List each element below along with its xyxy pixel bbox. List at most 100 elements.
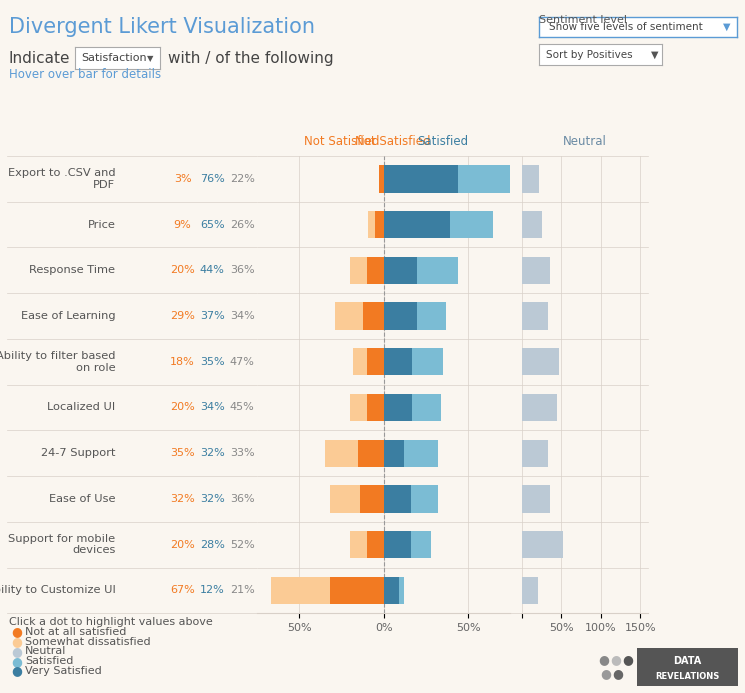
Bar xyxy=(329,485,360,513)
Text: 52%: 52% xyxy=(229,540,255,550)
Bar xyxy=(350,531,367,559)
Bar xyxy=(522,439,548,467)
Text: Very Satisfied: Very Satisfied xyxy=(25,666,102,676)
Text: Price: Price xyxy=(88,220,115,229)
Bar xyxy=(449,211,493,238)
Bar xyxy=(384,394,413,421)
Bar xyxy=(410,531,431,559)
Text: 20%: 20% xyxy=(170,403,195,412)
Bar xyxy=(522,394,557,421)
Text: 34%: 34% xyxy=(200,403,225,412)
Bar xyxy=(367,256,384,284)
Bar xyxy=(417,302,446,330)
Text: Sentiment level: Sentiment level xyxy=(539,15,627,25)
Text: 47%: 47% xyxy=(229,357,255,367)
Text: Show five levels of sentiment: Show five levels of sentiment xyxy=(549,22,703,32)
Text: ▼: ▼ xyxy=(147,54,153,62)
Text: Divergent Likert Visualization: Divergent Likert Visualization xyxy=(9,17,315,37)
Text: with / of the following: with / of the following xyxy=(168,51,334,66)
Bar xyxy=(399,577,404,604)
Text: 45%: 45% xyxy=(229,403,255,412)
Text: 3%: 3% xyxy=(174,174,191,184)
Bar xyxy=(413,394,441,421)
Text: ●: ● xyxy=(11,665,22,677)
Bar xyxy=(364,302,384,330)
Bar xyxy=(404,439,438,467)
Text: 35%: 35% xyxy=(170,448,195,458)
Text: ●: ● xyxy=(600,667,611,680)
Bar xyxy=(384,485,410,513)
Bar xyxy=(384,531,410,559)
Bar xyxy=(522,577,538,604)
Text: 36%: 36% xyxy=(229,265,255,275)
Bar xyxy=(350,256,367,284)
Text: Localized UI: Localized UI xyxy=(47,403,115,412)
Bar xyxy=(384,211,449,238)
Text: 67%: 67% xyxy=(170,586,195,595)
Bar xyxy=(325,439,358,467)
Bar xyxy=(417,256,458,284)
Bar xyxy=(358,439,384,467)
Bar xyxy=(522,302,548,330)
Text: ●: ● xyxy=(11,645,22,658)
Text: Click a dot to highlight values above: Click a dot to highlight values above xyxy=(9,617,212,627)
Bar xyxy=(367,531,384,559)
Text: 12%: 12% xyxy=(200,586,225,595)
Text: ▼: ▼ xyxy=(651,50,659,60)
Text: Neutral: Neutral xyxy=(563,134,606,148)
Text: Response Time: Response Time xyxy=(30,265,115,275)
Bar xyxy=(350,394,367,421)
Text: 18%: 18% xyxy=(170,357,195,367)
Text: ●: ● xyxy=(612,667,623,680)
Text: 9%: 9% xyxy=(174,220,191,229)
Text: ●: ● xyxy=(11,655,22,667)
Text: ●: ● xyxy=(11,635,22,648)
Text: Ease of Use: Ease of Use xyxy=(49,494,115,504)
Text: Sort by Positives: Sort by Positives xyxy=(545,50,633,60)
Text: 44%: 44% xyxy=(200,265,225,275)
Text: ●: ● xyxy=(622,653,633,666)
Text: 21%: 21% xyxy=(229,586,255,595)
Text: 20%: 20% xyxy=(170,540,195,550)
Bar xyxy=(360,485,384,513)
Bar xyxy=(413,348,443,376)
Text: 37%: 37% xyxy=(200,311,225,321)
Bar xyxy=(329,577,384,604)
Text: Ability to Customize UI: Ability to Customize UI xyxy=(0,586,115,595)
Text: Ease of Learning: Ease of Learning xyxy=(21,311,115,321)
Bar xyxy=(522,348,559,376)
Text: 32%: 32% xyxy=(170,494,195,504)
Bar xyxy=(369,211,375,238)
Bar xyxy=(353,348,367,376)
Text: 32%: 32% xyxy=(200,448,225,458)
Bar xyxy=(367,348,384,376)
Text: 36%: 36% xyxy=(229,494,255,504)
Bar xyxy=(522,531,562,559)
Bar xyxy=(384,348,413,376)
Bar xyxy=(522,211,542,238)
Bar xyxy=(270,577,329,604)
Bar xyxy=(410,485,438,513)
Text: Export to .CSV and
PDF: Export to .CSV and PDF xyxy=(8,168,115,190)
Text: 22%: 22% xyxy=(229,174,255,184)
Text: 26%: 26% xyxy=(229,220,255,229)
Text: ●: ● xyxy=(11,626,22,638)
Text: Indicate: Indicate xyxy=(9,51,71,66)
Text: ●: ● xyxy=(610,653,621,666)
Bar xyxy=(458,165,512,193)
Bar xyxy=(378,165,384,193)
Bar xyxy=(522,165,539,193)
Text: Satisfaction: Satisfaction xyxy=(81,53,147,63)
Text: 32%: 32% xyxy=(200,494,225,504)
Text: 24-7 Support: 24-7 Support xyxy=(41,448,115,458)
Text: Not Satisfied: Not Satisfied xyxy=(304,134,379,148)
Bar xyxy=(384,439,404,467)
Text: ●: ● xyxy=(598,653,609,666)
Text: Support for mobile
devices: Support for mobile devices xyxy=(8,534,115,556)
Bar xyxy=(384,302,417,330)
Bar xyxy=(335,302,364,330)
Text: DATA: DATA xyxy=(673,656,701,666)
Text: Neutral: Neutral xyxy=(25,647,67,656)
Text: 20%: 20% xyxy=(170,265,195,275)
Text: Not Satisfied: Not Satisfied xyxy=(355,134,431,148)
